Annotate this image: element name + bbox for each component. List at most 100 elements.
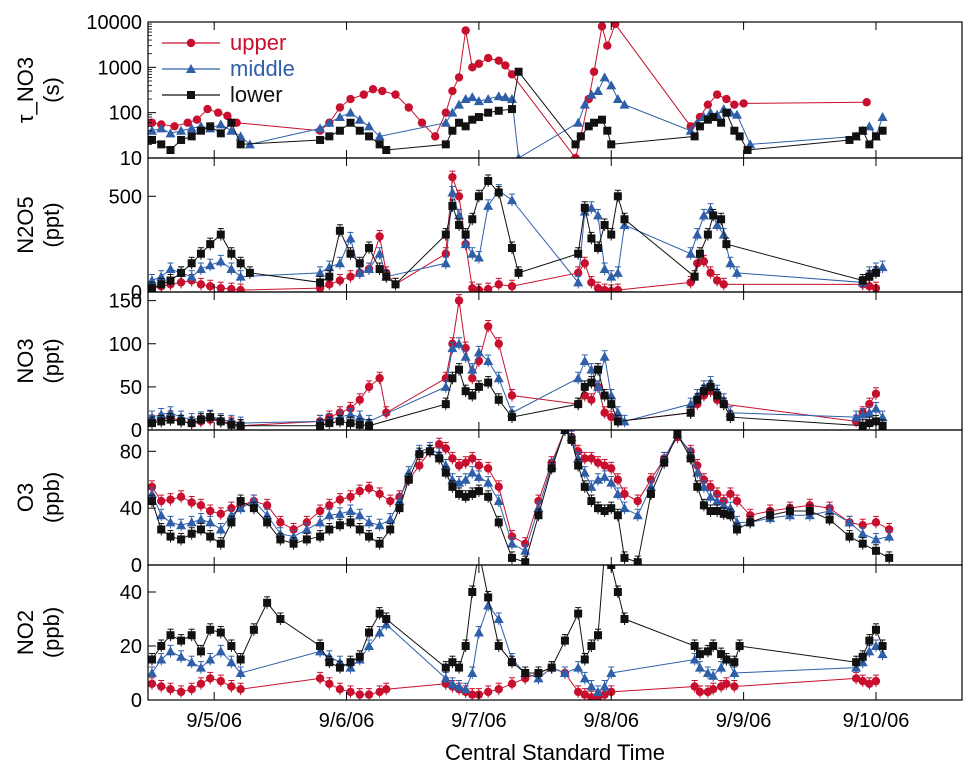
data-point-lower — [455, 489, 464, 498]
data-point-upper — [434, 440, 444, 449]
data-point-middle — [473, 471, 484, 481]
data-point-middle — [156, 409, 167, 419]
data-point-middle — [579, 467, 590, 477]
data-point-upper — [862, 98, 871, 107]
data-point-middle — [301, 524, 312, 534]
data-point-middle — [573, 117, 584, 127]
data-point-middle — [354, 114, 365, 124]
data-point-middle — [864, 121, 875, 131]
data-point-lower — [335, 663, 344, 672]
data-point-upper — [571, 153, 580, 158]
data-point-lower — [206, 122, 215, 131]
data-point-middle — [345, 506, 356, 515]
data-point-middle — [606, 390, 617, 400]
legend-label-lower: lower — [230, 82, 283, 107]
data-point-lower — [468, 391, 477, 400]
data-point-lower — [746, 518, 755, 527]
data-point-upper — [871, 518, 881, 527]
data-point-middle — [440, 381, 451, 391]
data-point-upper — [858, 676, 867, 686]
data-point-upper — [364, 690, 374, 699]
data-point-middle — [619, 503, 630, 513]
data-point-lower — [805, 507, 814, 515]
series-line-middle — [151, 430, 890, 552]
data-point-middle — [165, 646, 176, 656]
data-point-upper — [703, 100, 713, 109]
data-point-lower — [441, 230, 450, 239]
data-point-lower — [699, 387, 708, 396]
data-point-middle — [705, 491, 716, 501]
data-point-upper — [468, 374, 477, 383]
data-point-lower — [878, 126, 887, 135]
panel-frame — [147, 429, 963, 566]
data-point-upper — [712, 276, 722, 285]
data-point-lower — [187, 259, 196, 268]
data-point-middle — [725, 258, 736, 268]
data-point-middle — [186, 271, 197, 281]
data-point-middle — [454, 99, 465, 109]
data-point-lower — [735, 132, 744, 141]
panel-tau: 10 100 1000 10000 τ_NO3(s) — [13, 12, 963, 170]
data-point-upper — [216, 676, 225, 686]
data-point-lower — [216, 417, 225, 426]
data-point-middle — [718, 500, 729, 510]
data-point-lower — [885, 553, 894, 562]
data-point-upper — [865, 282, 874, 291]
data-point-lower — [673, 430, 682, 439]
data-point-upper — [607, 464, 616, 473]
data-point-lower — [249, 625, 258, 634]
y-axis-label: NO3(ppt) — [13, 338, 64, 383]
data-point-lower — [726, 413, 735, 422]
data-point-lower — [507, 413, 516, 422]
data-point-lower — [690, 132, 699, 141]
y-tick-label: 150 — [109, 291, 142, 313]
data-point-upper — [196, 501, 206, 510]
data-point-upper — [587, 693, 596, 700]
data-point-upper — [236, 285, 245, 292]
data-point-middle — [374, 627, 385, 637]
data-point-lower — [590, 118, 599, 127]
data-point-upper — [335, 103, 345, 112]
data-point-middle — [712, 220, 723, 229]
data-point-middle — [483, 94, 494, 104]
data-point-lower — [865, 419, 874, 428]
data-point-lower — [355, 259, 364, 268]
data-point-lower — [468, 489, 477, 498]
data-point-middle — [599, 264, 610, 274]
data-point-upper — [699, 257, 709, 266]
data-point-upper — [534, 496, 543, 506]
data-point-middle — [725, 503, 736, 513]
data-point-lower — [187, 529, 196, 538]
data-point-middle — [345, 409, 356, 419]
data-point-middle — [385, 514, 396, 524]
data-point-middle — [205, 517, 216, 527]
data-point-lower — [858, 421, 867, 430]
data-point-lower — [587, 378, 596, 387]
data-point-middle — [226, 125, 237, 135]
data-point-middle — [692, 229, 703, 239]
data-point-lower — [580, 382, 589, 391]
data-point-upper — [507, 282, 517, 291]
y-tick-label: 10 — [120, 148, 142, 170]
y-axis-label: NO2(ppb) — [13, 607, 64, 658]
x-tick-label: 9/10/06 — [843, 710, 910, 732]
data-point-middle — [593, 210, 604, 220]
data-point-lower — [216, 129, 225, 138]
data-point-upper — [448, 454, 457, 463]
data-point-middle — [483, 356, 494, 365]
data-point-middle — [864, 407, 875, 417]
data-point-upper — [375, 687, 384, 697]
data-point-lower — [196, 415, 205, 424]
data-point-upper — [722, 94, 731, 104]
data-point-middle — [345, 107, 356, 117]
data-point-lower — [148, 419, 156, 428]
data-point-middle — [186, 517, 197, 527]
data-point-lower — [187, 631, 196, 640]
data-point-upper — [441, 444, 451, 453]
data-point-upper — [712, 489, 722, 499]
data-point-lower — [865, 140, 874, 149]
data-point-middle — [467, 92, 478, 102]
data-point-lower — [441, 468, 450, 477]
data-point-lower — [574, 461, 583, 470]
data-point-lower — [871, 417, 880, 426]
